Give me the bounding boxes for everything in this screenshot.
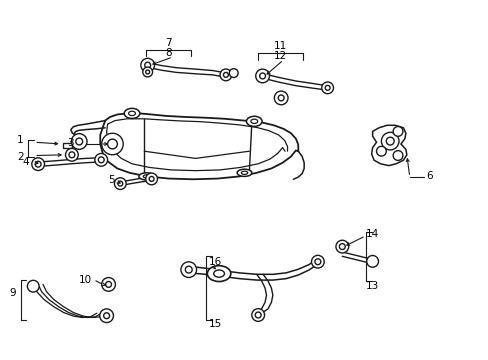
Circle shape [392,126,402,136]
Circle shape [32,158,44,171]
Circle shape [386,137,393,145]
Circle shape [255,312,261,318]
Text: 9: 9 [9,288,16,298]
Circle shape [103,313,109,319]
Circle shape [181,262,196,278]
Circle shape [65,148,78,161]
Circle shape [141,58,154,72]
Circle shape [314,259,320,265]
Ellipse shape [139,173,154,180]
Text: 5: 5 [108,175,115,185]
Circle shape [255,69,269,83]
Circle shape [251,309,264,321]
Ellipse shape [124,108,140,118]
Circle shape [366,256,378,267]
Circle shape [259,73,265,79]
Circle shape [98,157,104,163]
Ellipse shape [250,119,257,123]
Ellipse shape [213,270,224,277]
Circle shape [27,280,39,292]
Circle shape [69,152,75,158]
Text: 6: 6 [425,171,432,181]
Circle shape [223,72,228,77]
Circle shape [118,181,122,186]
Circle shape [100,309,113,323]
Polygon shape [371,125,406,166]
Circle shape [311,255,324,268]
Circle shape [274,91,287,105]
Circle shape [335,240,348,253]
Text: 7: 7 [164,38,171,48]
Circle shape [339,244,345,249]
Circle shape [114,178,126,189]
Ellipse shape [128,111,135,116]
Circle shape [185,266,192,273]
Circle shape [95,153,107,166]
Ellipse shape [207,266,230,282]
Circle shape [220,69,231,81]
Circle shape [376,146,386,156]
Circle shape [102,278,115,291]
Text: 2: 2 [17,152,24,162]
Circle shape [145,173,157,185]
Text: 16: 16 [208,257,222,267]
Text: 14: 14 [365,229,379,239]
Circle shape [229,69,238,77]
Circle shape [105,282,111,287]
Circle shape [76,138,82,145]
Ellipse shape [237,169,251,176]
Circle shape [71,134,87,149]
Ellipse shape [246,116,262,126]
Polygon shape [62,143,72,148]
Text: 1: 1 [17,135,24,145]
Circle shape [102,133,123,155]
Circle shape [107,139,117,149]
Text: 10: 10 [79,275,92,285]
Ellipse shape [241,171,247,174]
Circle shape [145,70,149,74]
Text: 4: 4 [22,157,29,167]
Circle shape [35,161,41,167]
Circle shape [142,67,152,77]
Circle shape [144,62,150,68]
Circle shape [149,176,154,181]
Text: 11: 11 [273,41,287,51]
Text: 13: 13 [365,281,379,291]
Ellipse shape [143,175,150,178]
Circle shape [325,85,329,90]
Text: 8: 8 [164,48,171,58]
Text: 3: 3 [67,138,74,148]
Circle shape [392,150,402,161]
Circle shape [381,132,398,150]
Circle shape [321,82,333,94]
Circle shape [278,95,284,101]
Text: 12: 12 [273,51,287,61]
Text: 15: 15 [208,319,222,329]
